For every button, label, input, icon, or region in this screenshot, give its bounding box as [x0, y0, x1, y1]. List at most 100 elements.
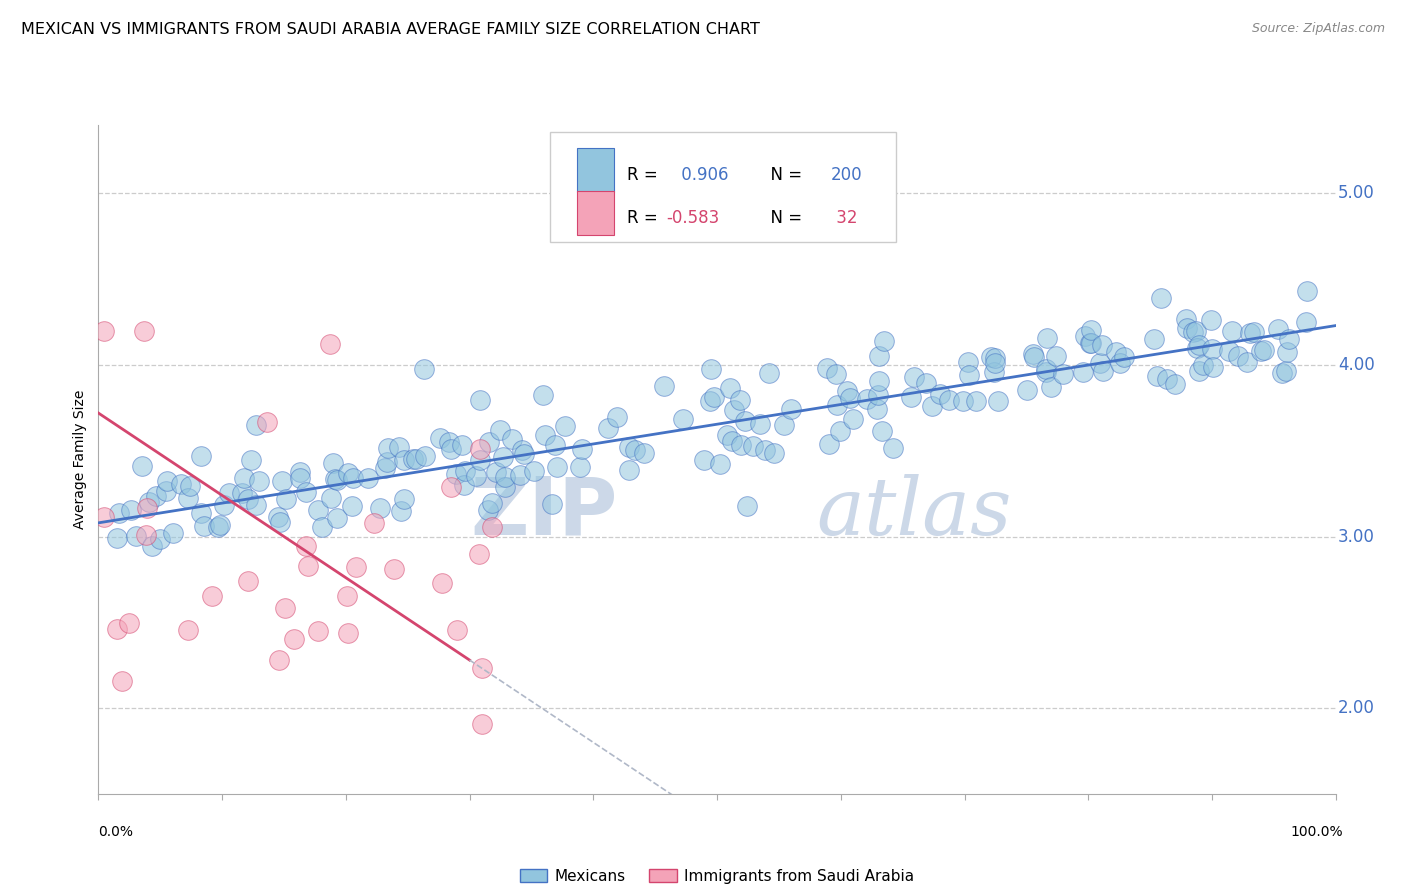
Point	[156, 474, 179, 488]
Point	[190, 506, 212, 520]
Point	[295, 539, 318, 553]
Point	[321, 491, 343, 505]
Point	[464, 468, 486, 483]
Point	[868, 388, 890, 402]
Point	[914, 376, 936, 391]
Point	[868, 349, 890, 363]
Point	[837, 384, 859, 399]
Point	[492, 450, 515, 464]
Point	[212, 498, 235, 512]
Point	[900, 390, 922, 404]
Point	[1218, 344, 1240, 359]
Point	[1109, 356, 1132, 370]
Point	[509, 468, 531, 483]
Point	[1080, 323, 1102, 337]
Point	[734, 414, 756, 428]
Point	[256, 415, 278, 429]
Text: R =: R =	[627, 166, 662, 184]
Point	[342, 471, 364, 485]
Point	[1024, 351, 1046, 365]
Point	[742, 439, 765, 453]
Text: 4.00: 4.00	[1339, 356, 1375, 374]
Point	[824, 368, 846, 382]
Point	[440, 442, 463, 457]
Point	[107, 531, 129, 545]
Point	[841, 411, 863, 425]
Point	[323, 473, 346, 487]
Point	[1267, 321, 1289, 335]
Point	[709, 457, 731, 471]
Point	[337, 625, 360, 640]
Point	[873, 334, 896, 348]
Point	[177, 623, 200, 637]
Point	[394, 453, 416, 467]
Point	[111, 674, 134, 689]
Point	[405, 451, 427, 466]
Point	[273, 601, 295, 615]
Point	[1175, 311, 1198, 326]
Legend: Mexicans, Immigrants from Saudi Arabia: Mexicans, Immigrants from Saudi Arabia	[513, 863, 921, 890]
Point	[453, 478, 475, 492]
Point	[510, 442, 533, 457]
Point	[429, 431, 451, 445]
Point	[494, 470, 516, 484]
Point	[446, 623, 468, 637]
Point	[105, 622, 128, 636]
Point	[513, 447, 536, 461]
Point	[598, 421, 620, 435]
Point	[1199, 312, 1222, 326]
Point	[984, 356, 1007, 370]
Point	[1253, 343, 1275, 357]
Text: 200: 200	[831, 166, 862, 184]
Point	[440, 480, 463, 494]
Point	[145, 489, 167, 503]
Point	[728, 392, 751, 407]
Point	[481, 496, 503, 510]
Point	[149, 532, 172, 546]
Point	[307, 503, 329, 517]
Point	[207, 520, 229, 534]
Point	[494, 480, 516, 494]
Point	[307, 624, 329, 638]
Point	[288, 465, 311, 479]
Point	[177, 491, 200, 505]
Point	[132, 324, 155, 338]
Point	[501, 432, 523, 446]
Text: 0.0%: 0.0%	[98, 825, 134, 839]
Text: ZIP: ZIP	[471, 474, 619, 552]
Point	[735, 499, 758, 513]
Point	[938, 393, 960, 408]
Point	[723, 402, 745, 417]
Text: -0.583: -0.583	[666, 209, 720, 227]
Point	[652, 379, 675, 393]
Point	[1236, 354, 1258, 368]
Point	[444, 467, 467, 482]
Text: 32: 32	[831, 209, 858, 227]
Point	[1187, 364, 1209, 378]
Point	[1275, 364, 1298, 378]
Point	[554, 418, 576, 433]
FancyBboxPatch shape	[578, 148, 614, 192]
Point	[703, 390, 725, 404]
Point	[120, 503, 142, 517]
Point	[238, 491, 260, 506]
Point	[162, 525, 184, 540]
Point	[754, 442, 776, 457]
Point	[1045, 349, 1067, 363]
Point	[1022, 347, 1045, 361]
Point	[546, 460, 568, 475]
Point	[700, 361, 723, 376]
Point	[921, 400, 943, 414]
Point	[544, 438, 567, 452]
Point	[138, 495, 160, 509]
Point	[322, 456, 344, 470]
Text: R =: R =	[627, 209, 662, 227]
Point	[1015, 383, 1038, 397]
Point	[326, 511, 349, 525]
Point	[319, 336, 342, 351]
Point	[1105, 345, 1128, 359]
Point	[108, 507, 131, 521]
Point	[340, 499, 363, 513]
Point	[233, 470, 256, 484]
Point	[718, 382, 741, 396]
